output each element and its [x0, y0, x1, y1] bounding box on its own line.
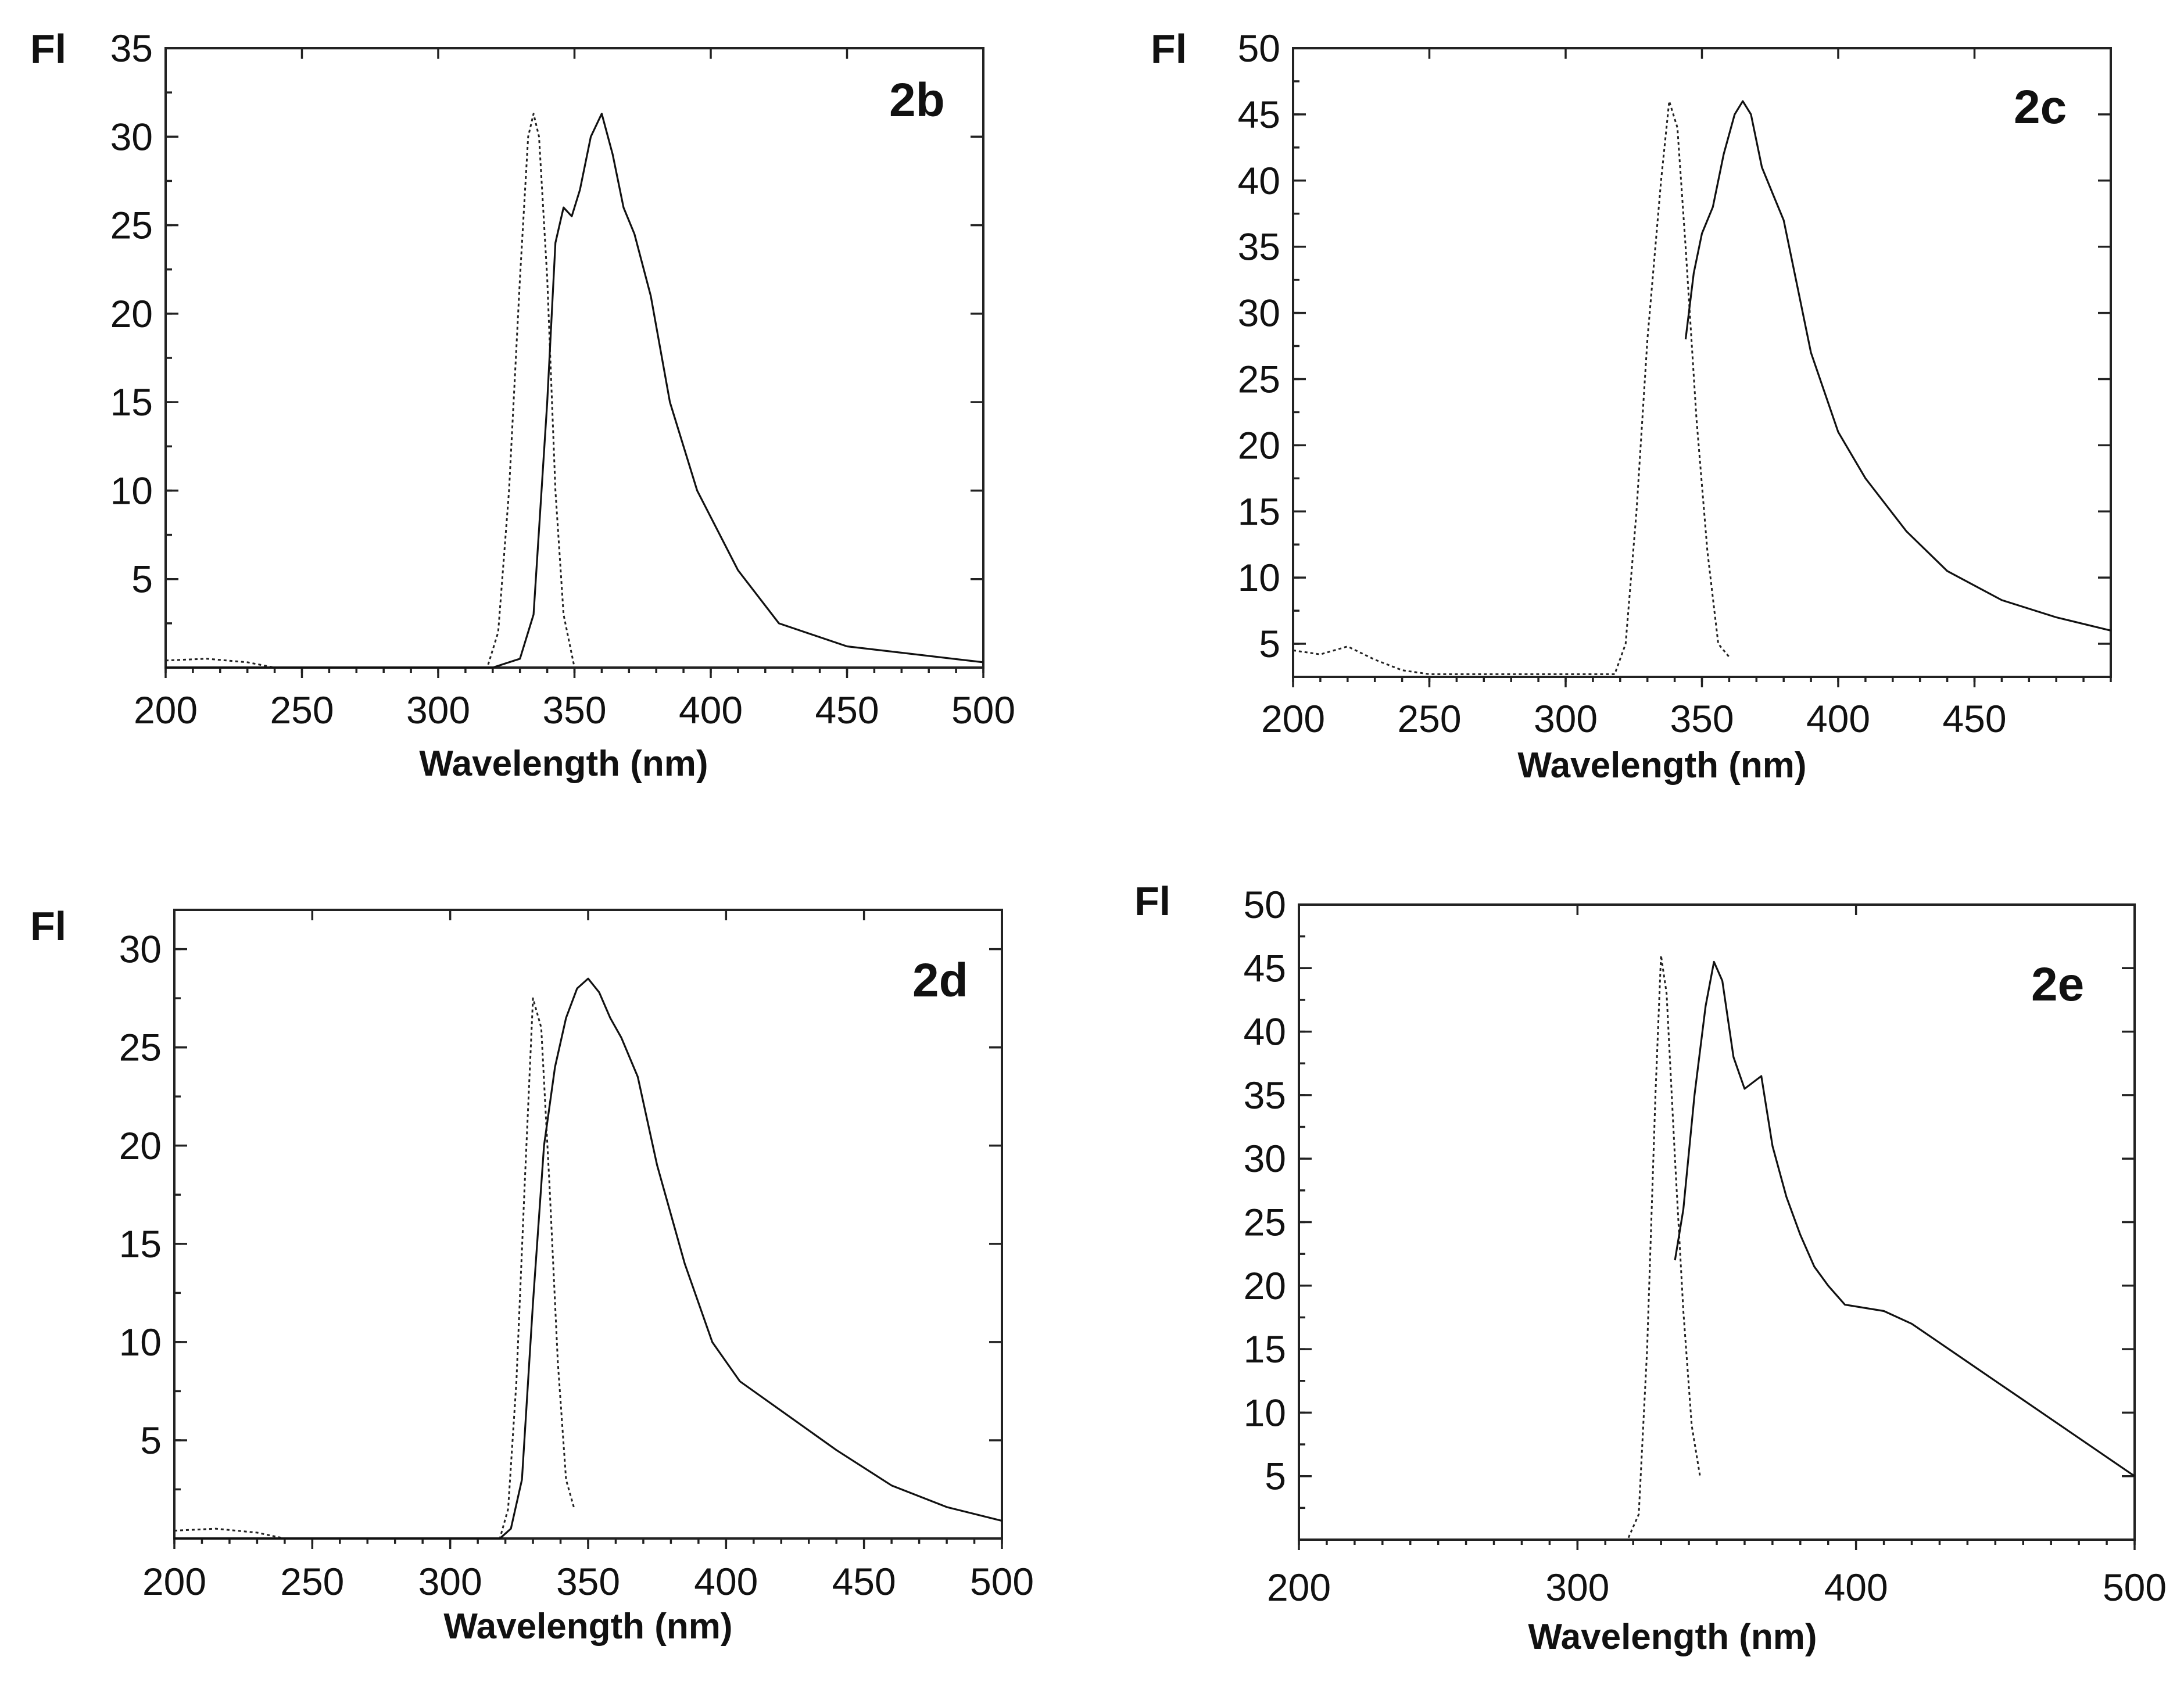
y-tick-label: 50	[1238, 27, 1280, 70]
y-axis-label: Fl	[1151, 26, 1187, 71]
y-tick-label: 40	[1244, 1010, 1286, 1053]
y-tick-label: 20	[110, 292, 153, 335]
y-tick-label: 5	[1259, 622, 1280, 665]
y-tick-label: 35	[110, 27, 153, 70]
x-tick-label: 350	[542, 688, 606, 731]
x-tick-label: 400	[1806, 697, 1870, 740]
y-tick-label: 20	[1244, 1264, 1286, 1307]
y-tick-label: 20	[119, 1124, 162, 1167]
tick-labels: 5 10 15 20 25 30 35 40 45 50 200 300 400 500	[1244, 883, 2167, 1609]
x-tick-label: 450	[832, 1560, 896, 1603]
excitation-series-line	[174, 997, 575, 1540]
emission-series-line	[1684, 100, 2111, 632]
x-tick-label: 250	[270, 688, 334, 731]
y-tick-label: 5	[131, 558, 153, 601]
panel-2d: Fl 5 10 15 20 25 30 200 250 300 350 400 450 500 2d W…	[30, 903, 1034, 1647]
y-axis-label: Fl	[30, 26, 66, 71]
x-tick-label: 200	[142, 1560, 206, 1603]
y-tick-label: 15	[1244, 1328, 1286, 1371]
x-tick-label: 500	[970, 1560, 1034, 1603]
y-tick-label: 5	[140, 1419, 162, 1462]
x-tick-label: 350	[1670, 697, 1734, 740]
tick-labels: 5 10 15 20 25 30 200 250 300 350 400 450 500	[119, 928, 1034, 1603]
y-tick-label: 35	[1244, 1074, 1286, 1117]
tick-labels: 5 10 15 20 25 30 35 200 250 300 350 400 450 500	[110, 27, 1015, 731]
excitation-series-line	[1293, 100, 1730, 675]
x-axis-title: Wavelength (nm)	[1528, 1617, 1817, 1657]
x-tick-label: 300	[418, 1560, 482, 1603]
x-tick-label: 250	[280, 1560, 344, 1603]
y-tick-label: 30	[1238, 292, 1280, 335]
y-tick-label: 30	[1244, 1137, 1286, 1180]
y-tick-label: 20	[1238, 424, 1280, 467]
y-tick-label: 30	[110, 115, 153, 158]
y-axis-label: Fl	[30, 903, 66, 949]
axis-ticks	[164, 47, 984, 678]
x-tick-label: 300	[406, 688, 470, 731]
plot-frame	[173, 909, 1003, 1540]
y-tick-label: 30	[119, 928, 162, 971]
panel-2c: Fl 5 10 15 20 25 30 35 40 45 50 200 250 300 350 400 450…	[1151, 26, 2112, 786]
x-axis-title: Wavelength (nm)	[1517, 745, 1806, 786]
x-tick-label: 400	[694, 1560, 758, 1603]
x-tick-label: 200	[1261, 697, 1325, 740]
panel-label: 2c	[2014, 81, 2067, 134]
panel-label: 2d	[912, 954, 968, 1007]
y-axis-label: Fl	[1134, 878, 1170, 924]
y-tick-label: 15	[119, 1222, 162, 1265]
y-tick-label: 45	[1238, 93, 1280, 136]
panel-label: 2e	[2031, 958, 2084, 1011]
axis-ticks	[1292, 47, 2112, 687]
panel-2e: Fl 5 10 15 20 25 30 35 40 45 50 200 300 400 500 2e Wa…	[1134, 878, 2167, 1657]
y-tick-label: 45	[1244, 946, 1286, 989]
plot-frame	[1298, 903, 2136, 1541]
x-tick-label: 200	[1267, 1566, 1331, 1609]
panel-label: 2b	[889, 74, 945, 127]
y-tick-label: 25	[1238, 357, 1280, 400]
y-tick-label: 40	[1238, 159, 1280, 202]
emission-series-line	[166, 113, 984, 669]
y-tick-label: 15	[110, 381, 153, 424]
plot-frame	[1292, 47, 2112, 678]
axis-ticks	[1298, 903, 2136, 1550]
x-tick-label: 400	[679, 688, 743, 731]
x-tick-label: 250	[1397, 697, 1461, 740]
excitation-series-line	[165, 113, 575, 669]
y-tick-label: 50	[1244, 883, 1286, 926]
y-tick-label: 25	[119, 1026, 162, 1069]
y-tick-label: 10	[1238, 556, 1280, 599]
x-tick-label: 500	[2103, 1566, 2167, 1609]
x-tick-label: 300	[1545, 1566, 1609, 1609]
tick-labels: 5 10 15 20 25 30 35 40 45 50 200 250 300 350 400 450	[1238, 27, 2007, 740]
panel-2b: Fl 5 10 15 20 25 30 35 200 250 300 350 400 450 500 2b…	[30, 26, 1015, 784]
x-tick-label: 450	[815, 688, 879, 731]
x-axis-title: Wavelength (nm)	[443, 1606, 732, 1647]
x-tick-label: 450	[1942, 697, 2006, 740]
x-tick-label: 300	[1534, 697, 1598, 740]
x-tick-label: 200	[134, 688, 198, 731]
x-tick-label: 400	[1824, 1566, 1888, 1609]
emission-series-line	[1674, 960, 2135, 1477]
y-tick-label: 25	[1244, 1201, 1286, 1244]
x-tick-label: 350	[556, 1560, 620, 1603]
emission-series-line	[174, 977, 1003, 1540]
y-tick-label: 10	[110, 469, 153, 512]
y-tick-label: 15	[1238, 490, 1280, 533]
x-tick-label: 500	[951, 688, 1015, 731]
y-tick-label: 10	[1244, 1391, 1286, 1434]
y-tick-label: 5	[1265, 1455, 1286, 1498]
plot-frame	[164, 47, 984, 669]
y-tick-label: 10	[119, 1321, 162, 1364]
excitation-series-line	[1577, 954, 1701, 1541]
y-tick-label: 35	[1238, 225, 1280, 268]
axis-ticks	[173, 910, 1003, 1549]
y-tick-label: 25	[110, 204, 153, 247]
x-axis-title: Wavelength (nm)	[419, 744, 708, 784]
